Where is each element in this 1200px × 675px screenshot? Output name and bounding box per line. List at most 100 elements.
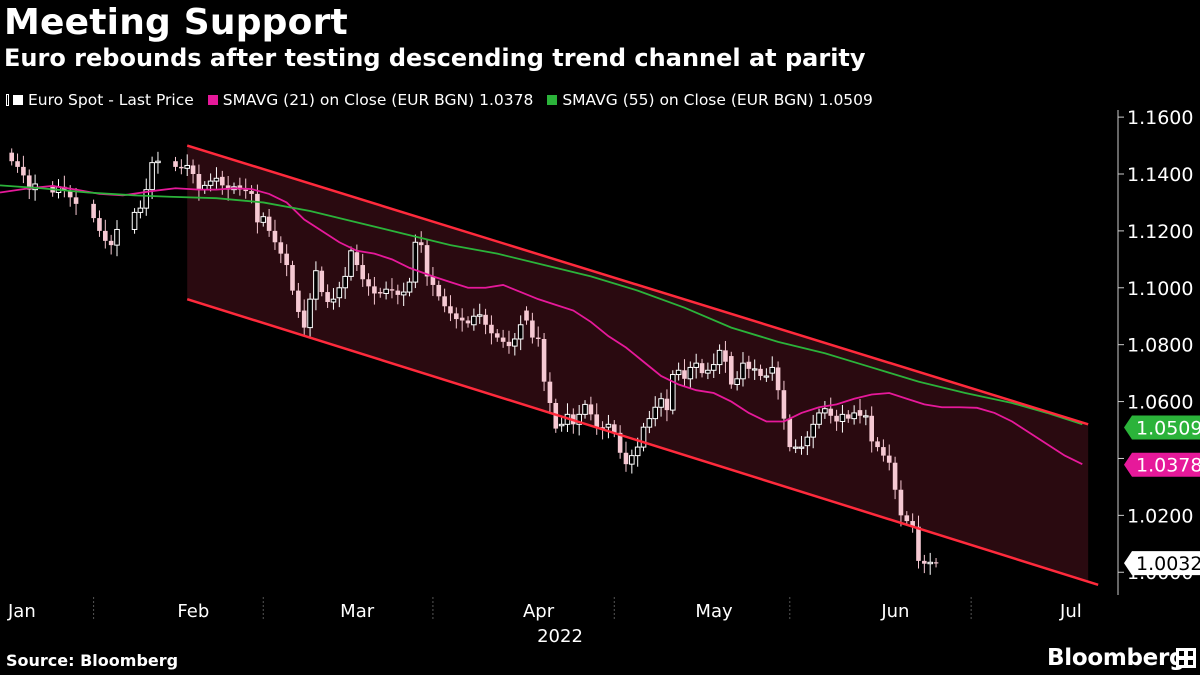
candle-body — [15, 161, 20, 167]
candle-body — [910, 521, 915, 527]
value-tag: 1.0378 — [1124, 452, 1200, 477]
bloomberg-logo: Bloomberg — [1047, 645, 1186, 671]
candle-body — [471, 315, 477, 326]
legend: Euro Spot - Last Price SMAVG (21) on Clo… — [6, 91, 887, 109]
candle-body — [266, 216, 272, 231]
candle-body — [196, 174, 202, 190]
candle-body — [97, 218, 102, 231]
candle-body — [149, 162, 155, 191]
candle-body — [237, 185, 243, 190]
candle-body — [220, 176, 225, 186]
candle-body — [448, 306, 453, 314]
candle-body — [822, 408, 828, 414]
x-month-label: Jun — [880, 601, 909, 622]
candle-body — [834, 415, 839, 422]
candle-body — [792, 446, 799, 449]
candle-body — [558, 423, 565, 427]
candle-body — [669, 374, 676, 411]
legend-label-euro-spot: Euro Spot - Last Price — [28, 91, 194, 109]
candle-body — [395, 290, 401, 295]
candle-body — [436, 284, 442, 297]
candle-body — [828, 408, 834, 416]
candle-body — [869, 415, 874, 442]
candle-body — [916, 526, 921, 561]
candle-body — [933, 562, 939, 564]
candle-body — [400, 291, 407, 296]
candle-body — [494, 333, 500, 338]
y-tick-label: 1.1400 — [1127, 164, 1193, 186]
candle-body — [710, 364, 717, 371]
candle-body — [330, 298, 337, 303]
legend-item-euro-spot: Euro Spot - Last Price — [6, 91, 194, 109]
candle-body — [108, 240, 114, 246]
candle-body — [927, 561, 933, 565]
candle-body — [319, 270, 325, 293]
candle-body — [459, 317, 465, 321]
y-tick-label: 1.1000 — [1127, 278, 1193, 300]
candle-body — [249, 191, 254, 194]
candle-body — [366, 279, 371, 287]
y-tick-label: 1.0800 — [1127, 335, 1193, 357]
candle-body — [816, 412, 822, 425]
candle-body — [26, 175, 32, 190]
value-tag: 1.0032 — [1124, 551, 1200, 576]
candle-body — [91, 203, 96, 219]
x-month-label: May — [695, 601, 733, 622]
candle-body — [389, 289, 395, 291]
chart-title: Meeting Support — [4, 2, 348, 43]
candle-body — [190, 165, 196, 175]
value-tag: 1.0509 — [1124, 415, 1200, 440]
candle-body — [611, 424, 617, 433]
candle-body — [763, 375, 770, 378]
candle-body — [781, 390, 787, 419]
candle-body — [418, 242, 424, 246]
candle-body — [524, 310, 529, 321]
candle-body — [658, 398, 664, 408]
legend-item-sma55: SMAVG (55) on Close (EUR BGN) 1.0509 — [547, 91, 873, 109]
candle-body — [617, 432, 623, 453]
candle-body — [284, 253, 289, 266]
candle-body — [483, 314, 488, 325]
candle-body — [296, 290, 301, 312]
candle-body — [810, 423, 816, 438]
candle-body — [898, 489, 904, 516]
candle-body — [629, 455, 635, 465]
candle-body — [278, 242, 284, 254]
candle-body — [728, 356, 734, 385]
candle-body — [255, 193, 260, 223]
candle-body — [354, 252, 360, 266]
value-tag-box — [1124, 415, 1200, 440]
candle-body — [213, 177, 220, 182]
candle-body — [634, 446, 641, 457]
candle-body — [155, 160, 161, 164]
candle-body — [705, 369, 711, 374]
candle-body — [173, 161, 178, 167]
y-tick-label: 1.0200 — [1127, 505, 1193, 527]
candle-body — [723, 350, 728, 362]
x-month-label: Jul — [1059, 601, 1082, 622]
candle-body — [103, 230, 108, 241]
candle-body — [623, 452, 629, 465]
candle-body — [787, 418, 793, 448]
value-tag-box — [1124, 551, 1200, 576]
y-tick-label: 1.1600 — [1127, 110, 1193, 129]
candle-body — [640, 426, 647, 448]
candle-body — [489, 324, 494, 334]
candle-body — [137, 207, 144, 213]
candle-body — [851, 412, 857, 420]
candle-body — [260, 216, 267, 223]
candle-body — [839, 413, 846, 422]
candle-body — [588, 404, 594, 415]
candle-body — [804, 436, 811, 447]
legend-label-sma21: SMAVG (21) on Close (EUR BGN) 1.0378 — [222, 91, 534, 109]
candle-body — [114, 228, 120, 246]
legend-item-sma21: SMAVG (21) on Close (EUR BGN) 1.0378 — [207, 91, 534, 109]
candle-body — [325, 292, 330, 303]
x-month-label: Feb — [177, 601, 209, 622]
candle-body — [301, 310, 307, 328]
candle-body — [922, 560, 927, 564]
candle-body — [313, 270, 319, 300]
candle-body — [740, 362, 746, 380]
candle-body — [693, 362, 699, 368]
candle-body — [547, 381, 553, 403]
